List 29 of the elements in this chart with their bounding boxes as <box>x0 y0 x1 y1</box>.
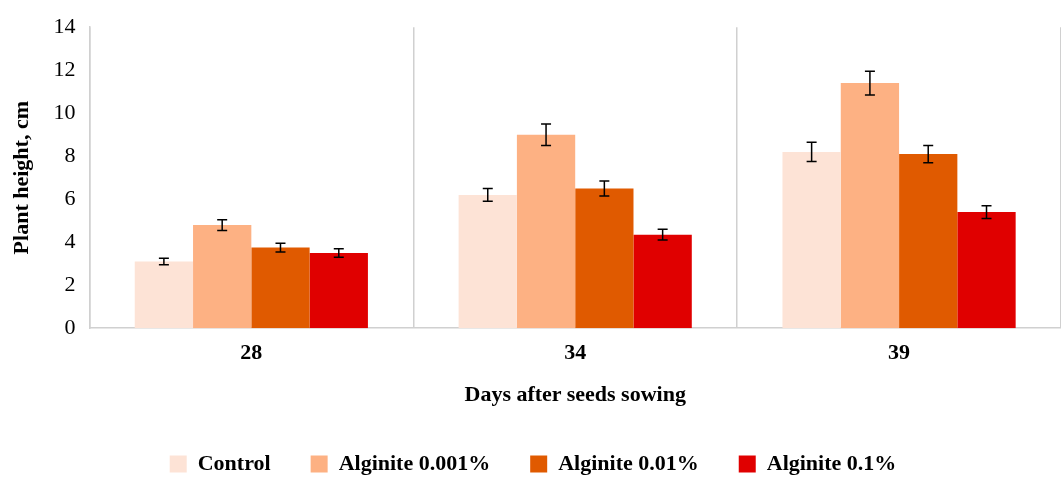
bar <box>957 212 1016 329</box>
x-tick-label: 39 <box>888 339 911 365</box>
bar <box>458 194 517 329</box>
legend-label: Alginite 0.001% <box>338 449 491 475</box>
bar <box>782 151 841 329</box>
legend-label: Alginite 0.01% <box>558 449 699 475</box>
bar <box>516 134 576 329</box>
bar <box>633 234 692 329</box>
legend-label: Control <box>197 449 271 475</box>
bar <box>840 83 900 329</box>
bar <box>309 252 368 329</box>
y-tick-label: 12 <box>53 55 76 81</box>
bar <box>575 188 634 329</box>
x-tick-label: 34 <box>564 339 587 365</box>
bar <box>251 247 310 329</box>
x-tick-label: 28 <box>240 339 263 365</box>
bar <box>193 225 252 329</box>
y-tick-label: 8 <box>64 141 76 167</box>
bar <box>134 261 194 329</box>
y-tick-label: 2 <box>64 270 76 296</box>
y-tick-label: 6 <box>64 184 76 210</box>
bar <box>899 154 958 329</box>
y-tick-label: 4 <box>64 227 76 253</box>
y-tick-label: 14 <box>53 12 76 38</box>
x-axis-title: Days after seeds sowing <box>464 381 686 407</box>
y-tick-label: 0 <box>64 313 76 339</box>
y-tick-label: 10 <box>53 98 76 124</box>
y-axis-title: Plant height, cm <box>7 101 33 255</box>
legend-label: Alginite 0.1% <box>766 449 897 475</box>
